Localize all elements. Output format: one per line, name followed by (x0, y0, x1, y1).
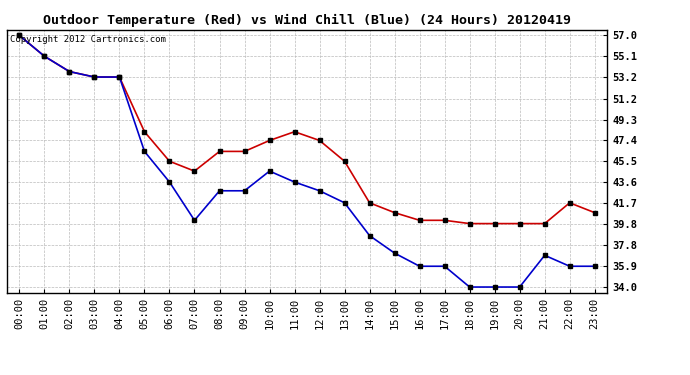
Title: Outdoor Temperature (Red) vs Wind Chill (Blue) (24 Hours) 20120419: Outdoor Temperature (Red) vs Wind Chill … (43, 14, 571, 27)
Text: Copyright 2012 Cartronics.com: Copyright 2012 Cartronics.com (10, 35, 166, 44)
